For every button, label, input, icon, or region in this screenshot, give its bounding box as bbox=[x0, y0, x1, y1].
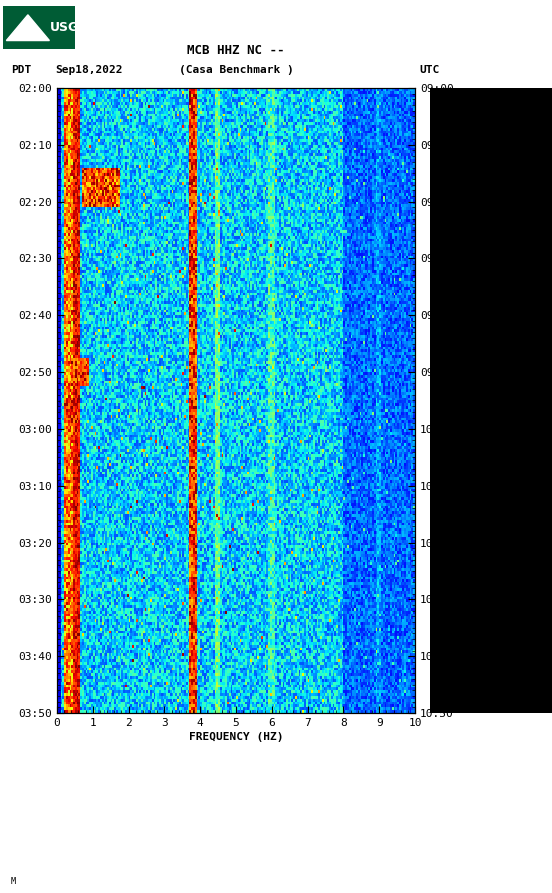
Text: USGS: USGS bbox=[50, 21, 88, 34]
Polygon shape bbox=[7, 15, 50, 40]
Text: UTC: UTC bbox=[420, 64, 440, 75]
Text: (Casa Benchmark ): (Casa Benchmark ) bbox=[179, 64, 293, 75]
Text: PDT: PDT bbox=[11, 64, 31, 75]
Text: MCB HHZ NC --: MCB HHZ NC -- bbox=[187, 44, 285, 57]
Text: M: M bbox=[11, 877, 16, 886]
X-axis label: FREQUENCY (HZ): FREQUENCY (HZ) bbox=[189, 732, 283, 742]
Text: Sep18,2022: Sep18,2022 bbox=[55, 64, 123, 75]
